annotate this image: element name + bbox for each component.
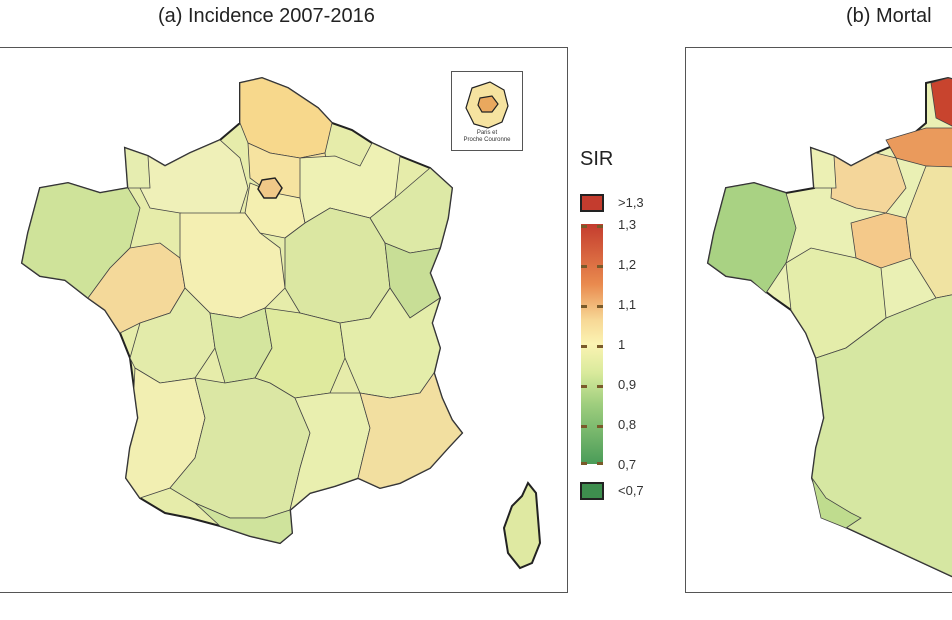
legend-box-above bbox=[580, 194, 604, 212]
mortality-map-frame bbox=[685, 47, 952, 593]
aquitaine-region bbox=[125, 367, 206, 499]
legend-title: SIR bbox=[580, 148, 614, 170]
normandie-region bbox=[139, 139, 249, 219]
mortality-south bbox=[811, 294, 952, 577]
inset-label-line1: Paris et bbox=[476, 130, 498, 136]
mortality-north-red bbox=[930, 77, 952, 127]
paris-center bbox=[477, 95, 499, 113]
poitou-region bbox=[129, 287, 216, 384]
legend-color-ramp bbox=[581, 224, 603, 464]
legend-tick-0-7 bbox=[581, 462, 603, 465]
legend-tick-label: 0,8 bbox=[618, 417, 637, 432]
legend-label-below: <0,7 bbox=[618, 483, 644, 498]
mortality-map bbox=[706, 76, 952, 578]
legend-tick-0-8 bbox=[581, 425, 603, 428]
incidence-map bbox=[20, 76, 542, 570]
legend-tick-0-9 bbox=[581, 385, 603, 388]
corsica bbox=[502, 481, 542, 570]
legend-tick-label: 0,9 bbox=[618, 377, 637, 392]
inset-label-line2: Proche Couronne bbox=[463, 137, 511, 143]
incidence-map-frame: Paris et Proche Couronne bbox=[0, 47, 568, 593]
pyrenees-band bbox=[194, 502, 293, 544]
paris-inset-map bbox=[465, 81, 509, 129]
bretagne-region bbox=[21, 182, 141, 299]
mortality-cotentin bbox=[810, 147, 837, 189]
legend-tick-1-1 bbox=[581, 305, 603, 308]
legend-label-above: >1,3 bbox=[618, 195, 644, 210]
legend-box-below bbox=[580, 482, 604, 500]
legend-tick-1-3 bbox=[581, 225, 603, 228]
paca-region bbox=[357, 372, 463, 489]
mortality-normandie bbox=[830, 152, 907, 214]
paris-area bbox=[257, 177, 283, 199]
panel-title-incidence: (a) Incidence 2007-2016 bbox=[158, 5, 375, 27]
mortality-southwest bbox=[811, 477, 862, 529]
legend-tick-label: 0,7 bbox=[618, 457, 637, 472]
legend-tick-label: 1,2 bbox=[618, 257, 637, 272]
paris-inset: Paris et Proche Couronne bbox=[451, 71, 523, 151]
legend-tick-label: 1 bbox=[618, 337, 626, 352]
panel-title-mortality: (b) Mortal bbox=[846, 5, 932, 27]
languedoc-region bbox=[289, 392, 371, 512]
legend-tick-1 bbox=[581, 345, 603, 348]
legend-tick-1-2 bbox=[581, 265, 603, 268]
legend-tick-label: 1,3 bbox=[618, 217, 637, 232]
cotentin-peninsula bbox=[124, 147, 151, 189]
mortality-picardie bbox=[885, 127, 952, 169]
sir-legend: SIR >1,3 1,3 1,2 1,1 1 0,9 0,8 0,7 <0,7 bbox=[578, 148, 678, 508]
legend-tick-label: 1,1 bbox=[618, 297, 637, 312]
mortality-bretagne bbox=[707, 182, 797, 294]
